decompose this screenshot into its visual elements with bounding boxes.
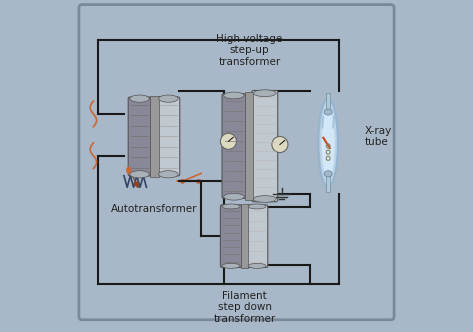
FancyBboxPatch shape (241, 204, 248, 268)
Text: High voltage
step-up
transformer: High voltage step-up transformer (216, 34, 282, 67)
Text: Filament
step down
transformer: Filament step down transformer (213, 291, 276, 324)
Ellipse shape (130, 95, 149, 102)
FancyBboxPatch shape (326, 174, 330, 192)
Ellipse shape (254, 196, 276, 203)
Circle shape (272, 136, 288, 152)
Text: X-ray
tube: X-ray tube (365, 125, 393, 147)
Ellipse shape (324, 109, 332, 115)
FancyBboxPatch shape (157, 97, 180, 176)
Ellipse shape (254, 90, 276, 97)
Ellipse shape (130, 171, 149, 178)
Text: Autotransformer: Autotransformer (111, 204, 198, 214)
FancyBboxPatch shape (326, 94, 330, 112)
Ellipse shape (126, 167, 131, 173)
Ellipse shape (158, 171, 178, 178)
Ellipse shape (222, 263, 240, 268)
Ellipse shape (322, 107, 334, 179)
Ellipse shape (324, 171, 332, 177)
FancyBboxPatch shape (128, 97, 151, 176)
Ellipse shape (158, 95, 178, 102)
Ellipse shape (224, 92, 244, 99)
Ellipse shape (318, 99, 338, 187)
FancyBboxPatch shape (246, 205, 268, 268)
Ellipse shape (224, 193, 244, 200)
Ellipse shape (222, 204, 240, 209)
Circle shape (220, 133, 236, 149)
FancyBboxPatch shape (79, 5, 394, 320)
Ellipse shape (248, 204, 266, 209)
FancyBboxPatch shape (245, 92, 254, 200)
FancyBboxPatch shape (252, 90, 278, 202)
FancyBboxPatch shape (222, 94, 246, 198)
FancyBboxPatch shape (220, 205, 242, 268)
Ellipse shape (248, 263, 266, 268)
FancyBboxPatch shape (150, 96, 158, 177)
